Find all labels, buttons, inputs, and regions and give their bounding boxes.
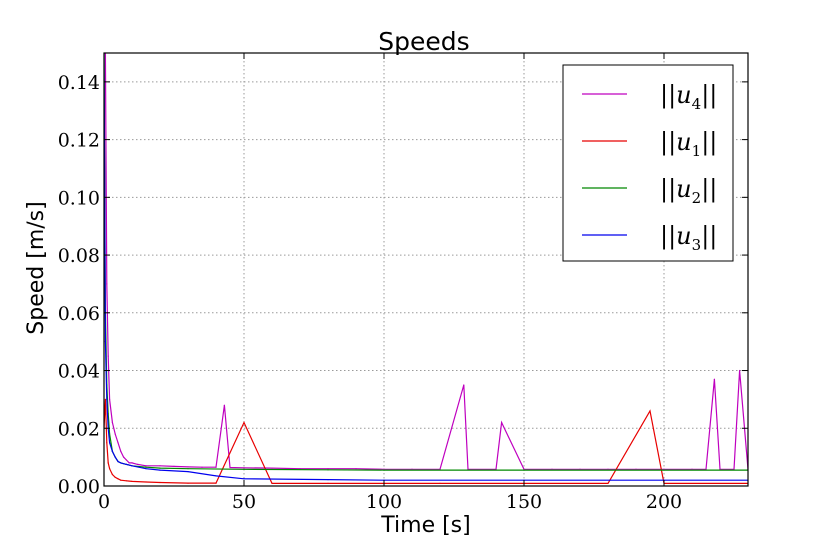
series-point [120, 462, 122, 464]
axis-ticks: 0 50 100 150 200 0.00 0.02 0.04 0.06 0.08 0.10 0.12… [58, 53, 748, 513]
series-point [271, 482, 273, 485]
y-tick-label: 0.06 [58, 303, 100, 325]
y-tick-label: 0.10 [58, 187, 100, 209]
series-point [243, 467, 245, 469]
x-axis-label: Time [s] [380, 513, 470, 538]
series-point [243, 478, 245, 480]
series-point [111, 421, 113, 424]
series-point [383, 469, 385, 471]
series-point [131, 480, 133, 482]
series-point [145, 465, 147, 467]
series-point [114, 456, 116, 458]
series-point [125, 459, 127, 461]
series-point [327, 482, 329, 485]
series-point [663, 469, 665, 471]
series-point [271, 467, 273, 469]
series-point [109, 398, 111, 400]
series-point [523, 469, 525, 471]
series-point [713, 378, 716, 380]
series-point [117, 460, 119, 463]
series-point [145, 466, 147, 468]
series-point [215, 475, 217, 477]
series-point [159, 481, 161, 484]
y-tick-label: 0.00 [58, 476, 100, 498]
series-point [145, 468, 147, 470]
series-point [137, 463, 139, 465]
series-point [327, 469, 329, 471]
series-point [104, 341, 106, 343]
series-point [107, 355, 109, 357]
series-point [120, 450, 122, 452]
series-point [187, 482, 189, 484]
y-tick-label: 0.12 [58, 130, 100, 152]
chart-title: Speeds [378, 27, 469, 56]
series-point [114, 433, 116, 435]
legend-label: ||u1|| [660, 128, 717, 160]
series-point [739, 369, 741, 372]
series-point [109, 442, 111, 444]
series-point [106, 442, 108, 444]
legend-box [562, 64, 734, 262]
x-tick-label: 150 [506, 491, 542, 513]
series-point [123, 456, 125, 458]
series-point [117, 478, 119, 480]
series-point [187, 468, 189, 470]
series-point [327, 468, 329, 470]
series-point [120, 479, 122, 481]
series-point [131, 462, 133, 464]
series-point [145, 481, 147, 483]
plot-frame [103, 52, 749, 487]
series-point [327, 479, 329, 481]
series-point [106, 398, 108, 400]
y-tick-label: 0.02 [58, 418, 100, 440]
series-point [243, 421, 245, 424]
series-point [223, 404, 225, 406]
series-point [501, 421, 503, 424]
y-axis-label: Speed [m/s] [24, 201, 49, 334]
x-tick-label: 0 [98, 491, 110, 513]
series-point [607, 482, 609, 485]
legend-label: ||u4|| [660, 81, 717, 113]
series-point [439, 482, 441, 485]
series-point [159, 469, 161, 471]
series-point [104, 398, 106, 400]
series-point [173, 465, 175, 467]
series-point [215, 482, 217, 484]
series-point [125, 463, 127, 465]
x-tick-label: 100 [366, 491, 402, 513]
series-point [243, 468, 245, 470]
series-point [463, 384, 465, 386]
series-point [106, 283, 108, 285]
series-point [125, 480, 127, 482]
series-point [117, 442, 119, 444]
y-tick-label: 0.08 [58, 245, 100, 267]
series-point [131, 465, 133, 467]
series-point [187, 470, 189, 473]
series-point [159, 467, 161, 469]
series-point [128, 462, 130, 464]
series-point [111, 473, 113, 476]
series-point [299, 468, 301, 470]
series-point [201, 466, 203, 468]
series-point [107, 462, 109, 464]
series-point [229, 466, 231, 469]
series-lines [104, 53, 748, 485]
y-tick-label: 0.14 [58, 72, 100, 94]
series-point [159, 465, 161, 467]
series-point [649, 410, 651, 412]
legend-label: ||u3|| [660, 222, 717, 254]
y-tick-label: 0.04 [58, 361, 100, 383]
legend-label: ||u2|| [660, 175, 717, 207]
series-point [111, 450, 113, 452]
series-point [109, 468, 111, 470]
series-point [187, 466, 189, 468]
series-point [114, 476, 116, 478]
x-tick-label: 200 [646, 491, 682, 513]
series-point [355, 468, 357, 470]
x-tick-label: 50 [232, 491, 256, 513]
series-point [215, 466, 217, 468]
legend: ||u4|| ||u1|| ||u2|| ||u3|| [562, 64, 734, 262]
